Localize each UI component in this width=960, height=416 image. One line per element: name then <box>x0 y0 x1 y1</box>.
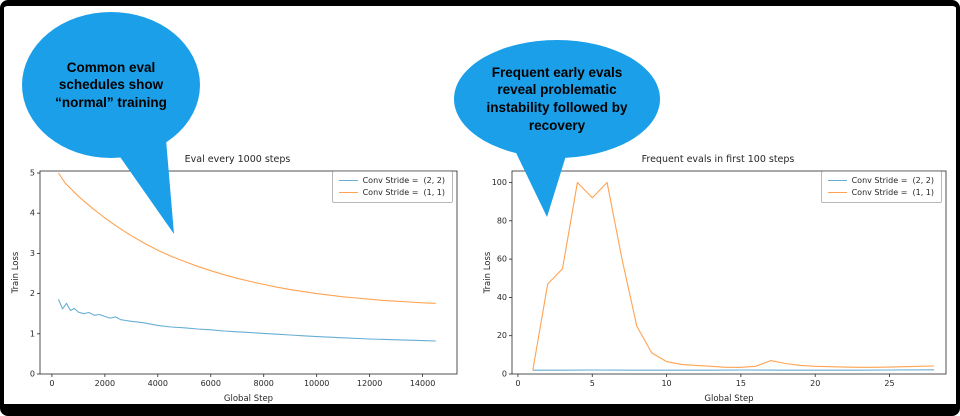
svg-text:Train Loss: Train Loss <box>11 251 21 294</box>
svg-text:Global Step: Global Step <box>224 394 273 404</box>
chart-plot-area: 0 5 10 15 20 25 0 20 40 60 80 100 Global Step Train L… <box>483 170 947 404</box>
svg-text:10000: 10000 <box>304 379 329 388</box>
svg-text:60: 60 <box>497 255 507 264</box>
chart-frequent-evals-first-100-steps: Frequent evals in first 100 steps 0 5 10 15… <box>482 152 954 404</box>
legend-item: Conv Stride = (1, 1) <box>827 187 934 199</box>
svg-text:8000: 8000 <box>254 379 274 388</box>
svg-text:40: 40 <box>497 293 507 302</box>
svg-text:12000: 12000 <box>357 379 382 388</box>
legend-line-sample <box>827 191 847 193</box>
chart-title: Frequent evals in first 100 steps <box>641 154 795 165</box>
svg-text:Train Loss: Train Loss <box>483 251 493 294</box>
svg-text:2: 2 <box>30 289 35 298</box>
svg-text:15: 15 <box>736 379 746 388</box>
callout-text: Common eval schedules show “normal” trai… <box>55 59 167 110</box>
chart-eval-every-1000-steps: Eval every 1000 steps 0 2000 4000 6000 8000 1… <box>10 152 465 404</box>
svg-text:25: 25 <box>884 379 894 388</box>
svg-text:100: 100 <box>492 178 507 187</box>
callout-common-eval: Common eval schedules show “normal” trai… <box>22 12 200 158</box>
legend-item: Conv Stride = (1, 1) <box>338 187 445 199</box>
svg-text:4: 4 <box>30 209 35 218</box>
legend-label: Conv Stride = (2, 2) <box>362 176 445 185</box>
svg-text:5: 5 <box>30 169 35 178</box>
svg-text:2000: 2000 <box>95 379 115 388</box>
legend-item: Conv Stride = (2, 2) <box>827 175 934 187</box>
svg-text:20: 20 <box>497 331 507 340</box>
svg-text:0: 0 <box>515 379 520 388</box>
legend: Conv Stride = (2, 2) Conv Stride = (1, 1… <box>820 171 942 204</box>
svg-text:10: 10 <box>661 379 671 388</box>
legend-label: Conv Stride = (1, 1) <box>362 187 445 197</box>
svg-text:3: 3 <box>30 249 35 258</box>
svg-text:6000: 6000 <box>201 379 221 388</box>
legend-label: Conv Stride = (2, 2) <box>851 176 934 185</box>
svg-text:4000: 4000 <box>148 379 168 388</box>
svg-text:0: 0 <box>502 370 507 379</box>
legend-item: Conv Stride = (2, 2) <box>338 175 445 187</box>
callout-text: Frequent early evals reveal problematic … <box>486 64 628 133</box>
svg-text:80: 80 <box>497 216 507 225</box>
svg-text:0: 0 <box>49 379 54 388</box>
legend-line-sample <box>827 180 847 182</box>
legend-line-sample <box>338 191 358 193</box>
legend-label: Conv Stride = (1, 1) <box>851 187 934 197</box>
svg-text:1: 1 <box>30 329 35 338</box>
svg-text:20: 20 <box>810 379 820 388</box>
svg-text:Global Step: Global Step <box>704 394 753 404</box>
legend-line-sample <box>338 180 358 182</box>
svg-text:0: 0 <box>30 370 35 379</box>
callout-frequent-evals: Frequent early evals reveal problematic … <box>454 40 660 158</box>
svg-text:14000: 14000 <box>410 379 435 388</box>
legend: Conv Stride = (2, 2) Conv Stride = (1, 1… <box>331 171 453 204</box>
svg-text:5: 5 <box>590 379 595 388</box>
chart-title: Eval every 1000 steps <box>184 154 291 165</box>
